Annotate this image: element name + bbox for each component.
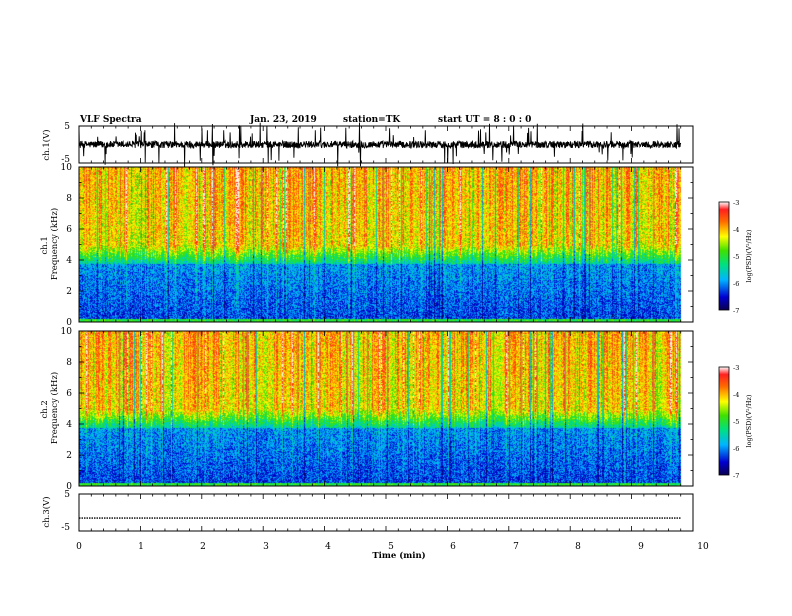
xtick-3: 3	[263, 542, 269, 552]
ch2-ytick-6: 6	[66, 389, 72, 399]
ch2-ytick-8: 8	[66, 358, 72, 368]
ch2-cb-tick-m6: -6	[733, 445, 739, 453]
ch2-spectrogram-ylabel: ch.2 Frequency (kHz)	[40, 372, 60, 444]
ch2-ytick-4: 4	[66, 420, 72, 430]
ch1-cb-tick-m5: -5	[733, 253, 739, 261]
ch2-spectrogram-panel: 0 2 4 6 8 10 ch.2 Frequency (kHz) -3 -4 …	[40, 327, 753, 492]
ch2-spectrogram-yticks: 0 2 4 6 8 10	[61, 327, 73, 492]
ch1-colorbar	[718, 201, 730, 311]
figure-title: VLF Spectra	[79, 115, 142, 125]
ch1-colorbar-label: log(PSD)(V²/Hz)	[745, 229, 753, 282]
ch1-cb-tick-m3: -3	[733, 199, 739, 207]
ch2-ytick-0: 0	[66, 482, 72, 492]
ch1-spectrogram-ylabel: ch.1 Frequency (kHz)	[40, 208, 60, 280]
ch1-ytick-top: 5	[64, 122, 70, 132]
ch1-ytick-bottom: -5	[61, 155, 70, 165]
ch1-spectrogram-yticks: 0 2 4 6 8 10	[61, 163, 73, 328]
ch1-waveform-panel: 5 -5 ch.1(V)	[41, 122, 694, 167]
ch1-ytick-2: 2	[66, 287, 72, 297]
ch3-waveform-ylabel: ch.3(V)	[41, 496, 52, 527]
ch2-cb-tick-m5: -5	[733, 418, 739, 426]
header-station: station=TK	[343, 115, 401, 125]
ch3-ytick-bottom: -5	[61, 523, 70, 533]
header-date: Jan. 23, 2019	[249, 115, 317, 125]
xtick-4: 4	[325, 542, 331, 552]
ch1-waveform-trace	[78, 122, 682, 167]
xtick-1: 1	[138, 542, 144, 552]
xtick-2: 2	[200, 542, 206, 552]
ch1-ytick-8: 8	[66, 194, 72, 204]
ch1-ytick-10: 10	[61, 163, 73, 173]
ch2-colorbar-ticks: -3 -4 -5 -6 -7	[733, 364, 739, 480]
ch1-spectrogram-image	[79, 167, 693, 322]
ch2-colorbar	[718, 366, 730, 476]
ch2-ytick-10: 10	[61, 327, 73, 337]
x-axis-ticklabels: 0 1 2 3 4 5 6 7 8 9 10	[76, 542, 709, 552]
ch2-ytick-2: 2	[66, 451, 72, 461]
ch3-ytick-top: 5	[64, 490, 70, 500]
ch3-waveform-panel: 5 -5 ch.3(V)	[41, 490, 694, 533]
xtick-5: 5	[388, 542, 394, 552]
ch2-ylabel-line1: ch.2	[40, 400, 50, 418]
ch2-spectrogram-image	[79, 331, 693, 486]
x-axis-label: Time (min)	[372, 550, 425, 561]
ch1-cb-tick-m4: -4	[733, 226, 739, 234]
ch1-ylabel-line1: ch.1	[40, 236, 50, 254]
ch1-cb-tick-m6: -6	[733, 280, 739, 288]
axis-tick-marks	[78, 126, 694, 531]
ch2-cb-tick-m3: -3	[733, 364, 739, 372]
ch1-ylabel-line2: Frequency (kHz)	[49, 208, 60, 280]
xtick-0: 0	[76, 542, 82, 552]
ch1-spectrogram-panel: 0 2 4 6 8 10 ch.1 Frequency (kHz) -3 -4 …	[40, 163, 753, 328]
ch1-ytick-6: 6	[66, 225, 72, 235]
ch2-colorbar-label: log(PSD)(V²/Hz)	[745, 394, 753, 447]
ch1-waveform-line	[78, 122, 682, 167]
xtick-9: 9	[638, 542, 644, 552]
ch2-cb-tick-m4: -4	[733, 391, 739, 399]
xtick-10: 10	[697, 542, 709, 552]
ch1-waveform-ylabel: ch.1(V)	[41, 129, 52, 160]
ch1-ytick-4: 4	[66, 256, 72, 266]
xtick-6: 6	[450, 542, 456, 552]
header-start-ut: start UT = 8 : 0 : 0	[438, 115, 531, 125]
ch1-cb-tick-m7: -7	[733, 307, 739, 315]
ch3-waveform-frame	[78, 493, 694, 532]
ch1-ytick-0: 0	[66, 318, 72, 328]
xtick-8: 8	[575, 542, 581, 552]
ch2-cb-tick-m7: -7	[733, 472, 739, 480]
ch1-colorbar-ticks: -3 -4 -5 -6 -7	[733, 199, 739, 315]
xtick-7: 7	[513, 542, 519, 552]
ch2-ylabel-line2: Frequency (kHz)	[49, 372, 60, 444]
